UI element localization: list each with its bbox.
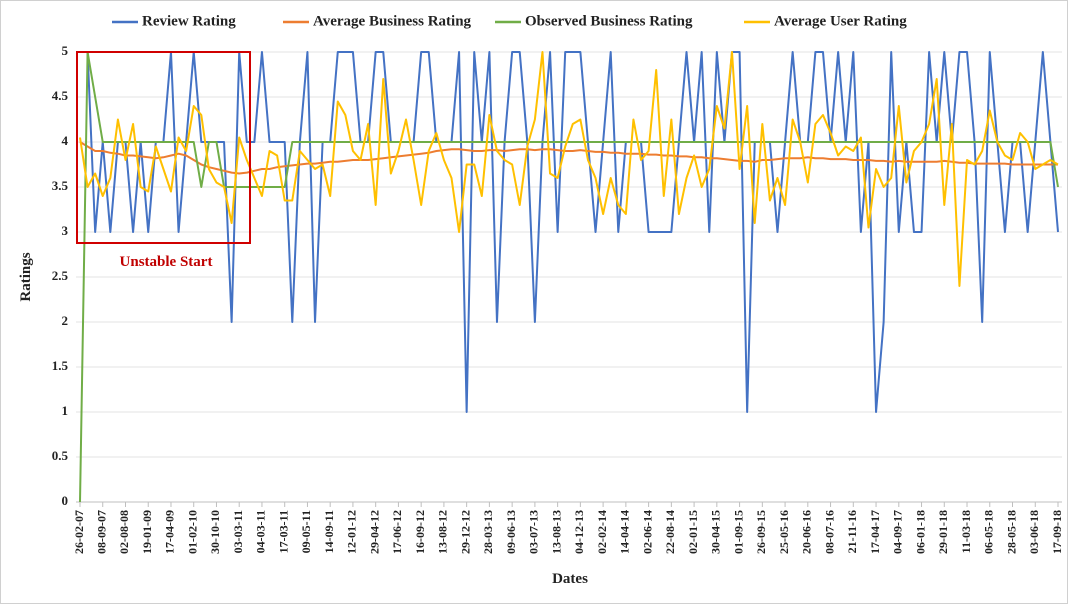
y-tick-label: 0.5 [52, 448, 69, 463]
x-tick-label: 26-02-07 [72, 510, 86, 554]
x-tick-label: 17-06-12 [390, 510, 404, 554]
x-tick-label: 02-06-14 [640, 510, 654, 554]
x-tick-label: 04-03-11 [254, 510, 268, 553]
x-tick-label: 19-01-09 [140, 510, 154, 554]
y-axis-title: Ratings [18, 252, 34, 301]
x-tick-label: 17-09-18 [1050, 510, 1064, 554]
y-tick-label: 1.5 [52, 358, 69, 373]
x-tick-label: 03-07-13 [527, 510, 541, 554]
x-tick-label: 06-05-18 [982, 510, 996, 554]
x-tick-label: 06-01-18 [913, 510, 927, 554]
y-tick-label: 5 [62, 43, 69, 58]
x-tick-label: 29-01-18 [936, 510, 950, 554]
annotation-box [76, 51, 251, 244]
annotation: Unstable Start [120, 254, 213, 270]
x-tick-label: 09-05-11 [299, 510, 313, 553]
y-tick-label: 0 [62, 493, 69, 508]
x-tick-label: 17-04-09 [163, 510, 177, 554]
legend-label: Observed Business Rating [525, 13, 693, 29]
series-line [79, 141, 1058, 175]
x-tick-label: 25-05-16 [777, 510, 791, 554]
x-tick-label: 02-01-15 [686, 510, 700, 554]
x-tick-label: 02-08-08 [117, 510, 131, 554]
x-tick-label: 03-03-11 [231, 510, 245, 553]
x-tick-label: 13-08-12 [436, 510, 450, 554]
legend-label: Average User Rating [774, 13, 907, 29]
y-tick-label: 1 [62, 403, 69, 418]
x-tick-label: 29-12-12 [458, 510, 472, 554]
x-tick-label: 17-03-11 [276, 510, 290, 553]
x-tick-label: 12-01-12 [345, 510, 359, 554]
x-tick-label: 01-09-15 [731, 510, 745, 554]
legend-label: Average Business Rating [313, 13, 472, 29]
x-tick-label: 26-09-15 [754, 510, 768, 554]
series-line [79, 51, 1059, 287]
x-tick-label: 04-12-13 [572, 510, 586, 554]
x-tick-label: 20-06-16 [800, 510, 814, 554]
legend-label: Review Rating [142, 13, 236, 29]
y-tick-label: 3.5 [52, 178, 69, 193]
legend: Review Rating Average Business Rating Obse… [112, 13, 907, 29]
y-tick-label: 2.5 [52, 268, 69, 283]
lines [79, 51, 1059, 503]
x-tick-label: 03-06-18 [1027, 510, 1041, 554]
x-tick-label: 04-09-17 [891, 510, 905, 554]
x-tick-label: 14-04-14 [618, 510, 632, 554]
x-tick-label: 28-05-18 [1004, 510, 1018, 554]
x-tick-label: 30-04-15 [709, 510, 723, 554]
x-tick-label: 28-03-13 [481, 510, 495, 554]
x-tick-label: 22-08-14 [663, 510, 677, 554]
x-axis-title: Dates [552, 571, 588, 587]
x-tick-label: 17-04-17 [868, 510, 882, 554]
x-tick-label: 08-07-16 [822, 510, 836, 554]
x-tick-label: 13-08-13 [549, 510, 563, 554]
x-tick-label: 29-04-12 [367, 510, 381, 554]
x-ticks: 26-02-07 08-09-07 02-08-08 19-01-09 17-04-09… [72, 502, 1064, 554]
x-tick-label: 21-11-16 [845, 510, 859, 553]
x-tick-label: 01-02-10 [185, 510, 199, 554]
x-tick-label: 09-06-13 [504, 510, 518, 554]
y-tick-label: 2 [62, 313, 69, 328]
x-tick-label: 16-09-12 [413, 510, 427, 554]
x-tick-label: 14-09-11 [322, 510, 336, 553]
x-tick-label: 02-02-14 [595, 510, 609, 554]
x-tick-label: 08-09-07 [94, 510, 108, 554]
y-tick-label: 4.5 [52, 88, 69, 103]
y-tick-label: 3 [62, 223, 69, 238]
y-tick-label: 4 [62, 133, 69, 148]
x-tick-label: 11-03-18 [959, 510, 973, 553]
x-tick-label: 30-10-10 [208, 510, 222, 554]
